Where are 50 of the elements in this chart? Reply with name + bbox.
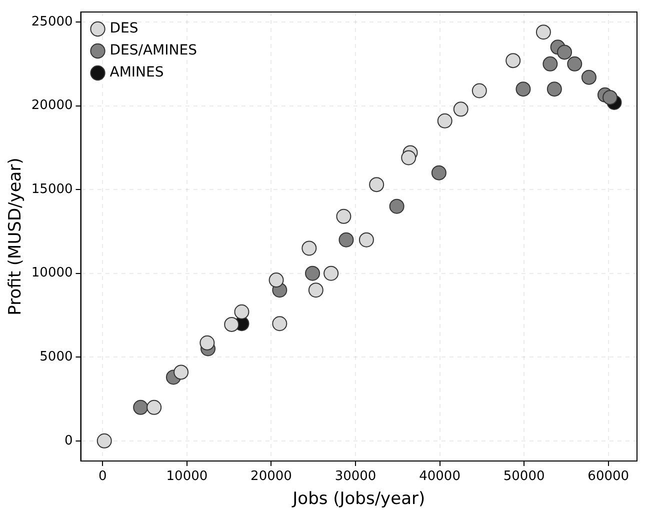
point xyxy=(581,70,596,85)
point xyxy=(234,304,250,320)
point xyxy=(324,266,339,281)
point xyxy=(338,232,354,248)
y-tick-label: 20000 xyxy=(31,98,73,114)
point xyxy=(200,335,215,350)
point xyxy=(401,150,416,166)
point xyxy=(336,208,352,224)
point xyxy=(358,232,374,248)
point xyxy=(567,56,582,72)
x-tick-label: 0 xyxy=(98,469,107,484)
point xyxy=(369,177,384,192)
x-tick-label: 60000 xyxy=(588,469,630,484)
x-tick-label: 30000 xyxy=(334,469,376,484)
point xyxy=(305,266,320,281)
y-tick-label: 0 xyxy=(64,433,73,448)
point xyxy=(174,364,189,380)
point xyxy=(472,83,487,98)
x-tick-label: 10000 xyxy=(166,469,208,484)
point xyxy=(268,272,284,288)
x-tick-label: 40000 xyxy=(419,469,460,484)
point xyxy=(133,400,148,415)
y-tick-label: 5000 xyxy=(40,350,73,364)
point xyxy=(224,316,240,332)
point xyxy=(506,53,521,68)
y-tick-label: 25000 xyxy=(31,14,73,30)
point xyxy=(389,198,404,214)
legend-label: DES/AMINES xyxy=(110,42,198,59)
point xyxy=(602,90,618,105)
point xyxy=(542,56,558,72)
point xyxy=(437,113,452,128)
point xyxy=(557,44,572,60)
point xyxy=(146,400,162,415)
y-tick-label: 15000 xyxy=(31,182,73,197)
x-tick-label: 50000 xyxy=(503,469,545,484)
point xyxy=(431,165,446,180)
point xyxy=(453,102,468,117)
legend-label: DES xyxy=(110,20,138,37)
point xyxy=(308,282,324,298)
point xyxy=(272,316,288,332)
point xyxy=(302,240,317,256)
x-axis-title: Jobs (Jobs/year) xyxy=(292,489,426,510)
point xyxy=(536,24,551,40)
point xyxy=(516,82,531,97)
y-tick-label: 10000 xyxy=(31,266,73,281)
x-tick-label: 20000 xyxy=(250,469,292,484)
y-axis-title: Profit (MUSD/year) xyxy=(6,158,26,316)
point xyxy=(96,433,112,448)
point xyxy=(546,82,562,97)
legend-label: AMINES xyxy=(110,64,164,81)
